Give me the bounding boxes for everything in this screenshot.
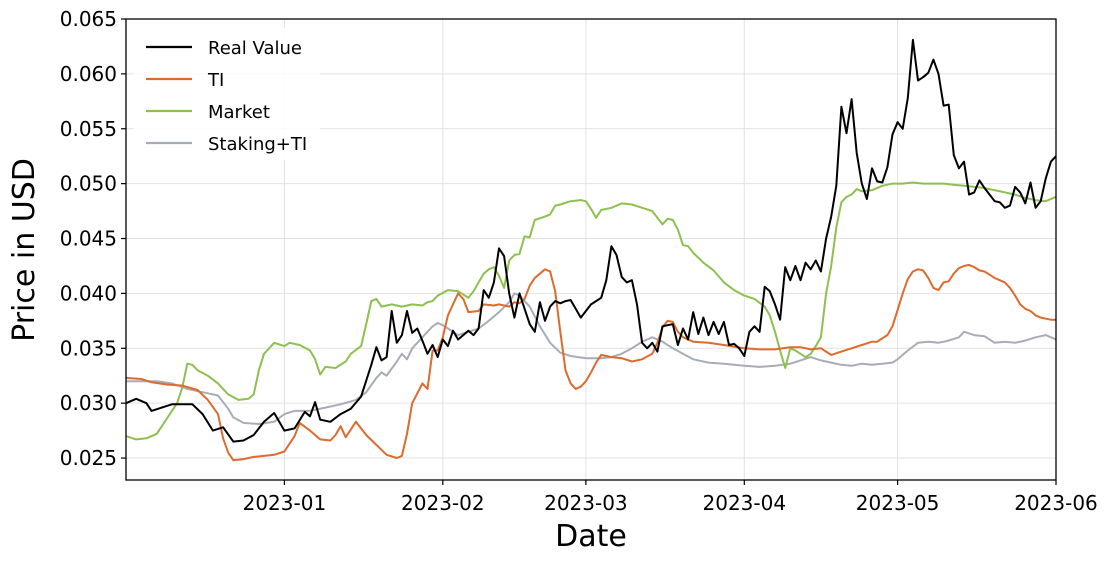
series-line-market: [126, 181, 1056, 441]
legend-background: [134, 28, 320, 160]
series-line-real-value: [126, 38, 1056, 443]
legend-label: Staking+TI: [208, 134, 307, 155]
x-axis-title: Date: [555, 519, 627, 554]
plot-frame: [125, 18, 1057, 481]
x-tick-label: 2023-05: [856, 491, 940, 515]
x-tick-label: 2023-03: [544, 491, 628, 515]
y-tick-label: 0.045: [60, 227, 117, 251]
legend-label: TI: [207, 70, 224, 91]
y-tick-label: 0.055: [60, 117, 117, 141]
y-tick-label: 0.065: [60, 7, 117, 31]
legend-label: Market: [208, 102, 270, 123]
legend-label: Real Value: [208, 38, 302, 59]
series-lines: [126, 38, 1056, 462]
x-tick-label: 2023-06: [1014, 491, 1098, 515]
x-axis-ticks: 2023-01 2023-02 2023-03 2023-04 2023-05 2023-…: [243, 480, 1098, 515]
y-tick-label: 0.035: [60, 336, 117, 360]
y-tick-label: 0.025: [60, 446, 117, 470]
y-axis-ticks: 0.025 0.030 0.035 0.040 0.045 0.050 0.055 0.060…: [60, 7, 126, 470]
y-tick-label: 0.060: [60, 62, 117, 86]
y-tick-label: 0.050: [60, 172, 117, 196]
series-line-staking-ti: [126, 292, 1056, 425]
series-line-ti: [126, 263, 1056, 462]
x-tick-label: 2023-01: [243, 491, 327, 515]
y-axis-title: Price in USD: [7, 158, 42, 342]
x-tick-label: 2023-04: [703, 491, 787, 515]
legend: Real Value TI Market Staking+TI: [134, 28, 320, 160]
y-tick-label: 0.040: [60, 281, 117, 305]
y-tick-label: 0.030: [60, 391, 117, 415]
x-tick-label: 2023-02: [401, 491, 485, 515]
